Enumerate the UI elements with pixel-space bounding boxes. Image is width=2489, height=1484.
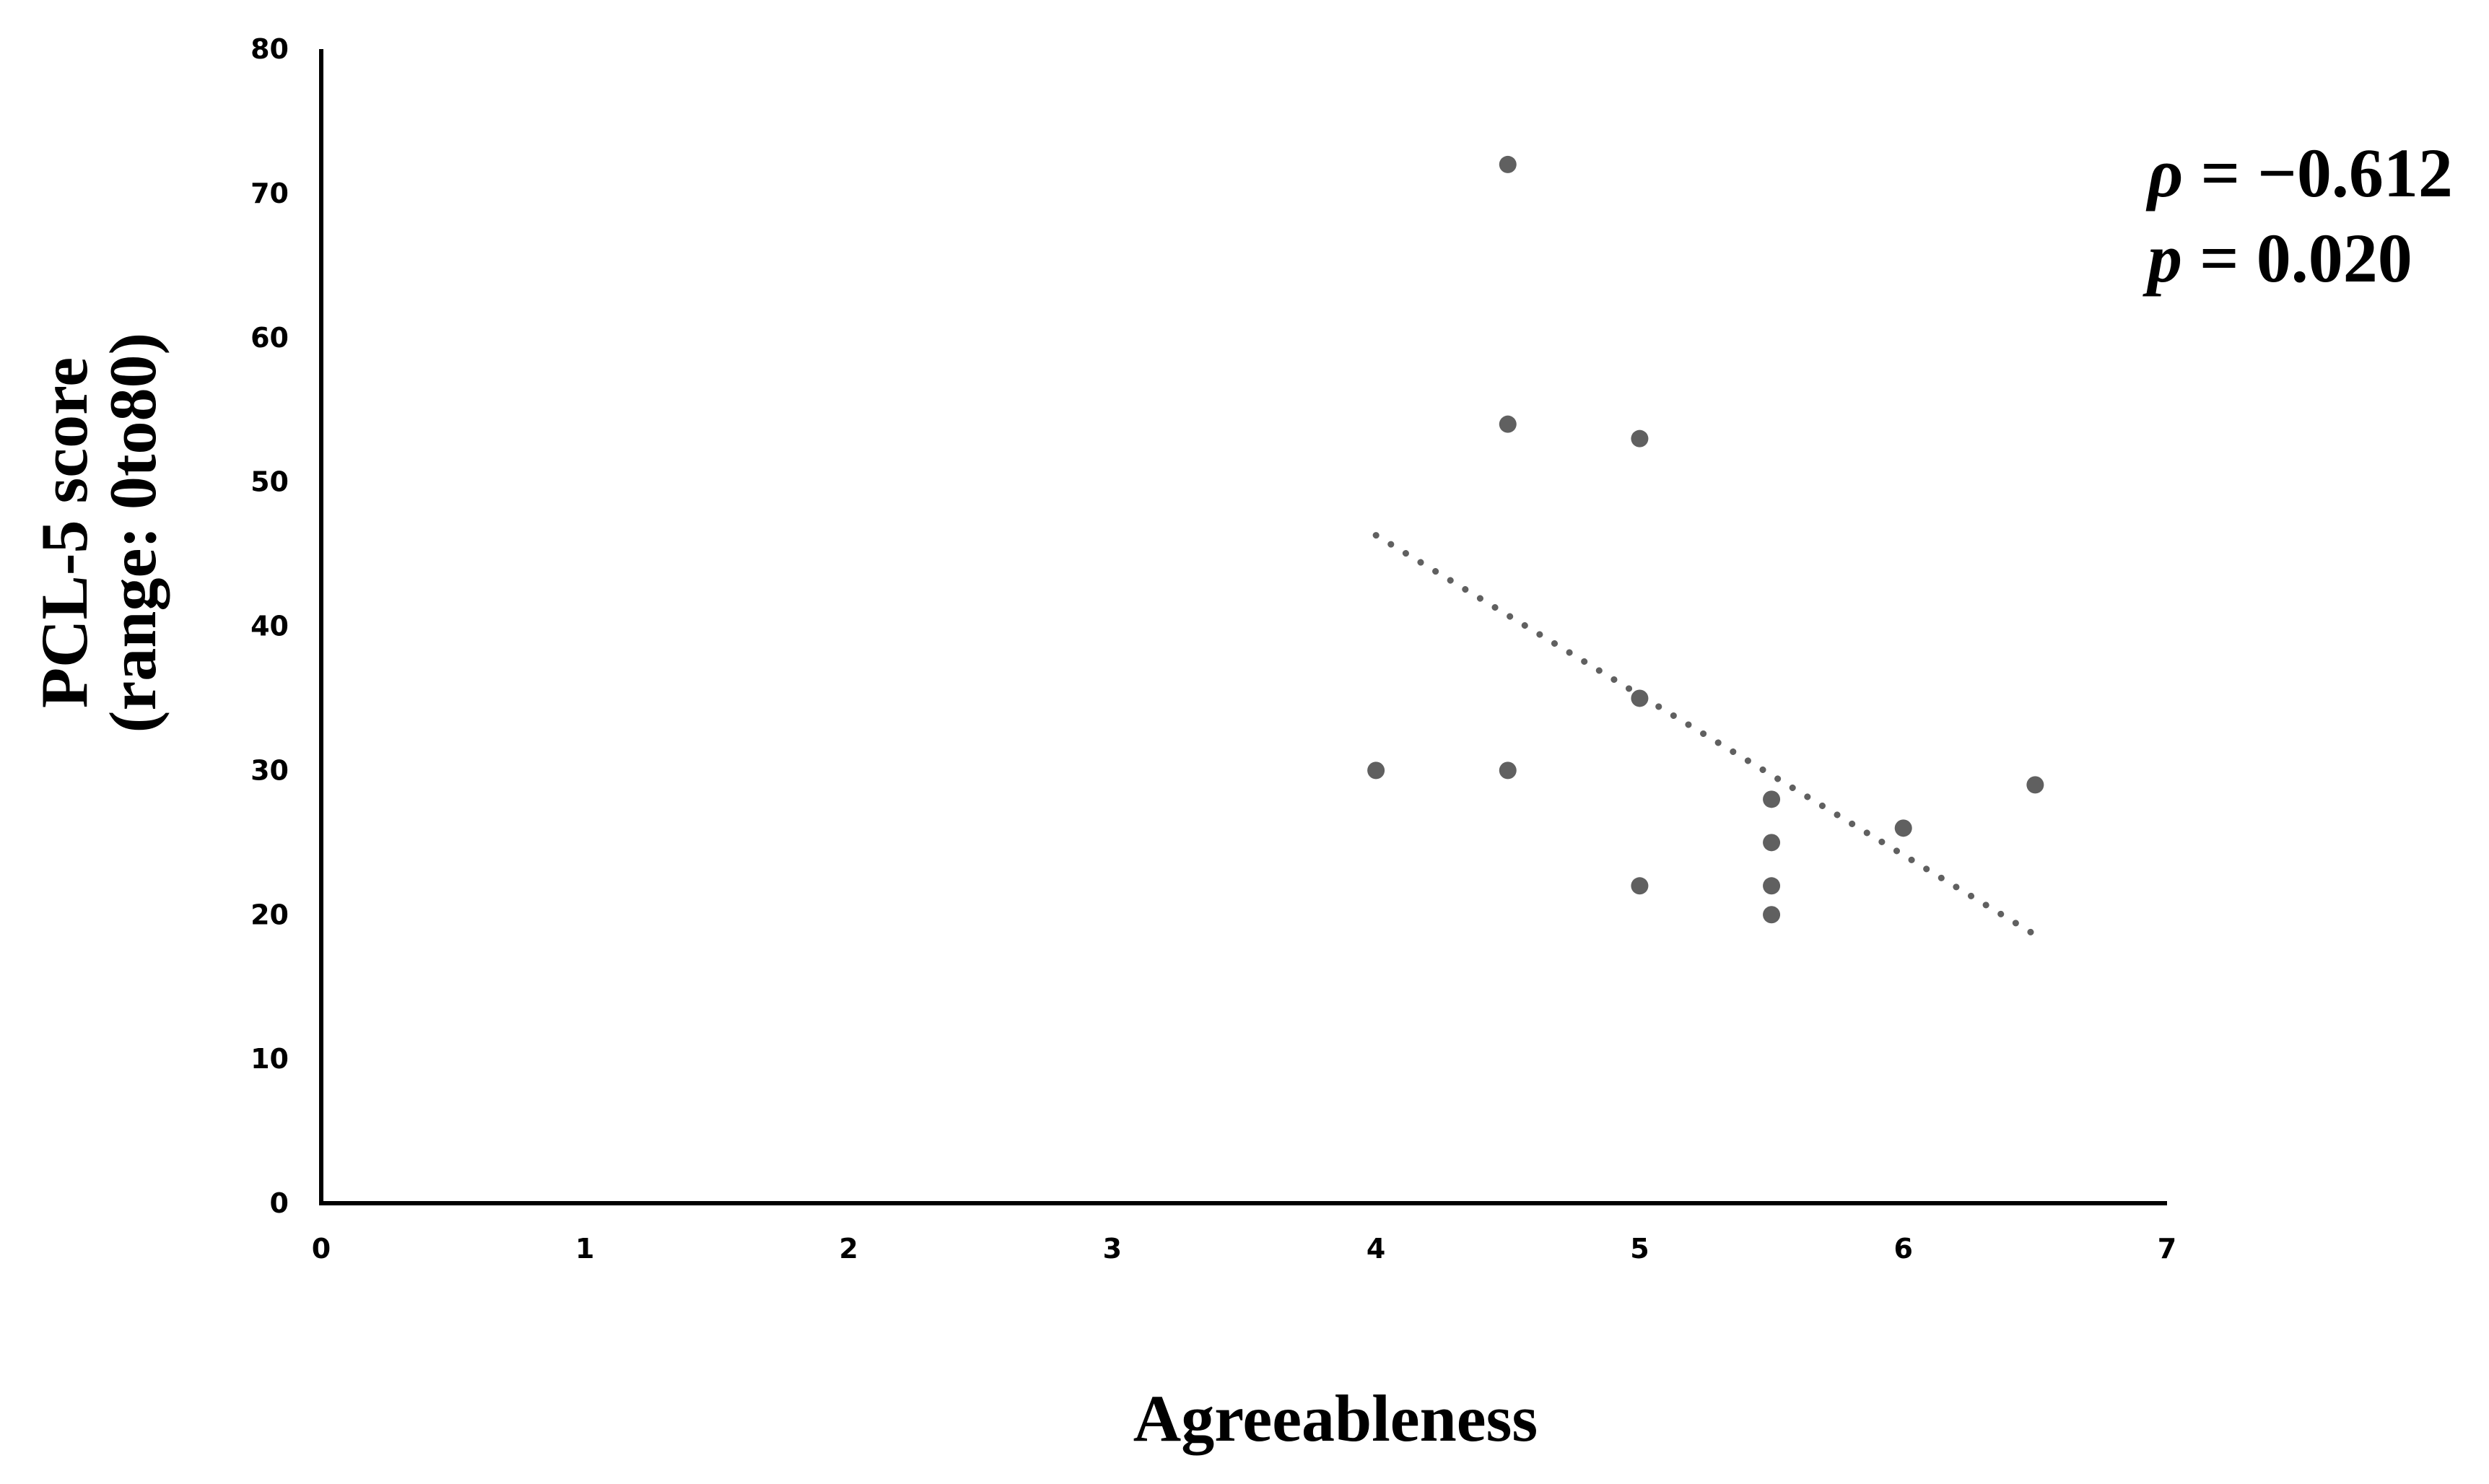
y-tick-label: 30 bbox=[250, 754, 289, 786]
rho-value: = −0.612 bbox=[2183, 134, 2452, 211]
data-point bbox=[1763, 877, 1781, 895]
x-tick-label: 0 bbox=[312, 1233, 331, 1265]
p-annotation: p = 0.020 bbox=[2143, 219, 2412, 297]
data-point bbox=[1763, 834, 1781, 852]
y-tick-label: 80 bbox=[250, 33, 289, 65]
data-point bbox=[1499, 155, 1517, 173]
rho-symbol: ρ bbox=[2145, 134, 2183, 211]
y-tick-label: 0 bbox=[270, 1187, 289, 1219]
x-tick-label: 5 bbox=[1630, 1233, 1649, 1265]
y-tick-label: 50 bbox=[250, 466, 289, 498]
data-point bbox=[1499, 415, 1517, 433]
x-tick-label: 7 bbox=[2158, 1233, 2176, 1265]
data-point bbox=[1763, 790, 1781, 808]
data-point bbox=[1499, 761, 1517, 780]
data-points bbox=[1367, 155, 2044, 924]
data-point bbox=[1894, 819, 1912, 837]
trendline bbox=[1372, 532, 2039, 938]
data-point bbox=[1631, 429, 1649, 448]
x-tick-label: 6 bbox=[1893, 1233, 1912, 1265]
x-tick-label: 2 bbox=[839, 1233, 858, 1265]
y-tick-label: 70 bbox=[250, 178, 289, 209]
data-point bbox=[2026, 776, 2044, 794]
y-tick-label: 10 bbox=[250, 1043, 289, 1075]
p-symbol: p bbox=[2143, 219, 2182, 297]
data-point bbox=[1367, 761, 1385, 780]
y-tick-label: 40 bbox=[250, 611, 289, 642]
x-tick-label: 3 bbox=[1103, 1233, 1122, 1265]
rho-annotation: ρ = −0.612 bbox=[2145, 134, 2453, 211]
y-tick-label: 60 bbox=[250, 322, 289, 354]
data-point bbox=[1631, 877, 1649, 895]
data-point bbox=[1763, 906, 1781, 924]
x-tick-label: 4 bbox=[1366, 1233, 1385, 1265]
y-tick-labels: 0 10 20 30 40 50 60 70 80 bbox=[250, 33, 289, 1219]
data-point bbox=[1631, 689, 1649, 707]
y-tick-label: 20 bbox=[250, 899, 289, 930]
y-axis-subtitle: (range: 0to80) bbox=[96, 333, 170, 733]
x-tick-labels: 0 1 2 3 4 5 6 7 bbox=[312, 1233, 2176, 1265]
p-value: = 0.020 bbox=[2182, 219, 2412, 297]
x-tick-label: 1 bbox=[575, 1233, 594, 1265]
y-axis-title: PCL-5 score bbox=[27, 357, 101, 708]
x-axis-title: Agreeableness bbox=[1133, 1382, 1538, 1455]
